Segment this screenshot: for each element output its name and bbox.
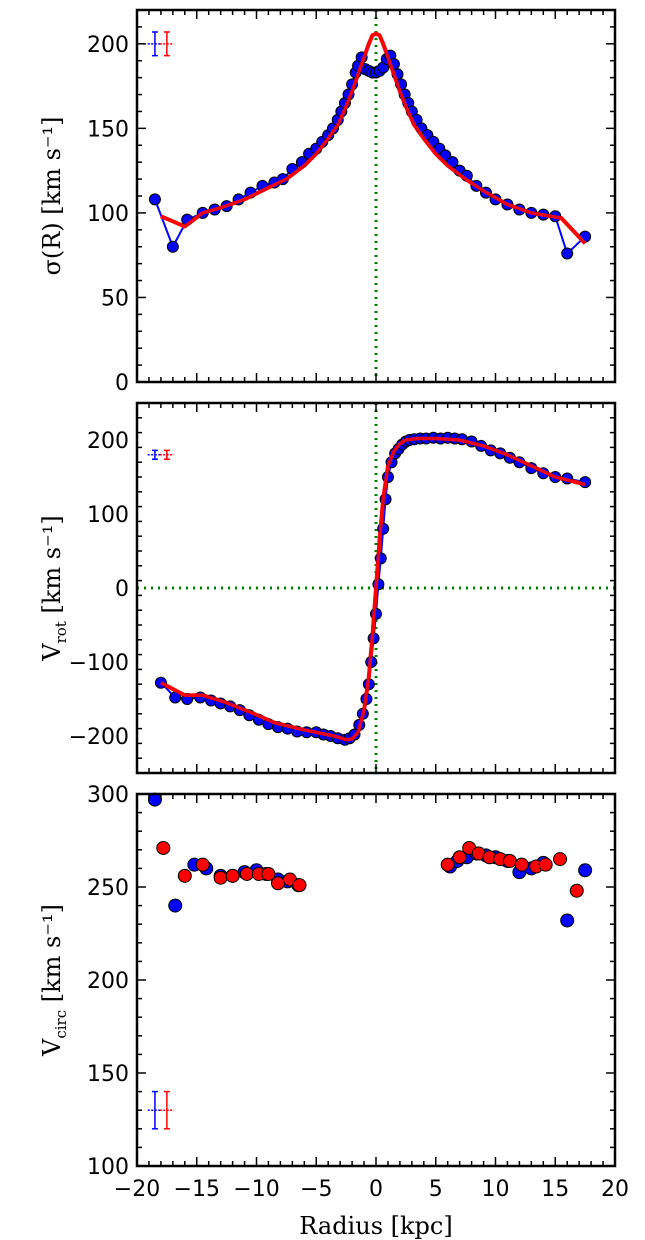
data-point [578, 863, 593, 878]
y-tick-label: 250 [87, 876, 129, 901]
x-tick-label: −15 [174, 1177, 220, 1202]
data-point [225, 868, 240, 883]
data-point [538, 857, 553, 872]
y-axis-label: σ(R) [km s⁻¹] [38, 116, 66, 275]
series-line-red-overlay [160, 31, 587, 245]
y-tick-label: 0 [115, 371, 129, 396]
series-line-red [159, 436, 586, 742]
y-tick-label: 200 [87, 969, 129, 994]
x-tick-label: 20 [601, 1177, 629, 1202]
data-point [168, 898, 183, 913]
data-point [261, 866, 276, 881]
y-tick-label: 100 [87, 503, 129, 528]
error-bar-red [159, 1090, 175, 1130]
x-tick-label: −10 [233, 1177, 279, 1202]
y-tick-label: 100 [87, 1155, 129, 1180]
y-axis-label: Vrot [km s⁻¹] [38, 515, 70, 661]
data-point [213, 870, 228, 885]
x-tick-label: 15 [541, 1177, 569, 1202]
data-point [292, 878, 307, 893]
y-tick-labels: 100 150 200 250 300 [87, 783, 129, 1180]
y-tick-label: 50 [101, 286, 129, 311]
data-point [553, 852, 568, 867]
data-point [561, 247, 574, 260]
y-tick-labels: 0 50 100 150 200 [87, 33, 129, 396]
x-tick-label: −5 [300, 1177, 332, 1202]
y-tick-label: 150 [87, 117, 129, 142]
x-tick-label: 5 [429, 1177, 443, 1202]
x-tick-label: −20 [114, 1177, 160, 1202]
x-axis-label: Radius [kpc] [299, 1212, 452, 1240]
y-tick-label: 300 [87, 783, 129, 808]
error-bar-red [159, 31, 175, 57]
y-tick-label: 200 [87, 33, 129, 58]
data-point [569, 883, 584, 898]
y-tick-label: −200 [69, 725, 129, 750]
axes-frame [135, 792, 617, 1168]
y-tick-labels: −200 −100 0 100 200 [69, 429, 129, 750]
x-tick-labels: −20 −15 −10 −5 0 5 10 15 20 [114, 1177, 629, 1202]
panel-top: 0 50 100 150 200 σ(R) [km s⁻¹] [38, 8, 617, 396]
x-tick-label: 0 [369, 1177, 383, 1202]
panel-bottom: 100 150 200 250 300 −20 −15 −10 −5 0 5 10 15 20 Vcirc … [38, 783, 629, 1240]
data-point [166, 240, 179, 253]
data-point [156, 840, 171, 855]
data-point [177, 868, 192, 883]
panel-middle: −200 −100 0 100 200 Vrot [km s⁻¹] [38, 401, 617, 775]
axis-ticks [136, 793, 616, 1167]
data-point [440, 857, 455, 872]
data-point [502, 853, 517, 868]
data-point [148, 193, 161, 206]
y-tick-label: 0 [115, 577, 129, 602]
series-line-red-overlay [160, 436, 586, 742]
axis-ticks [136, 9, 616, 383]
y-axis-label: Vcirc [km s⁻¹] [38, 904, 70, 1057]
series-markers-red [156, 840, 584, 898]
y-tick-label: 100 [87, 202, 129, 227]
series-markers-blue [148, 49, 592, 260]
y-tick-label: −100 [69, 651, 129, 676]
data-point [195, 857, 210, 872]
data-point [239, 866, 254, 881]
y-tick-label: 150 [87, 1062, 129, 1087]
series-line-blue [160, 436, 586, 741]
data-point [271, 876, 286, 891]
axis-ticks [136, 402, 616, 774]
error-bar-red [159, 449, 175, 460]
data-point [452, 850, 467, 865]
data-point [514, 857, 529, 872]
series-line-blue [153, 54, 586, 255]
x-tick-label: 10 [482, 1177, 510, 1202]
data-point [560, 913, 575, 928]
y-tick-label: 200 [87, 429, 129, 454]
series-markers-blue [154, 431, 592, 746]
